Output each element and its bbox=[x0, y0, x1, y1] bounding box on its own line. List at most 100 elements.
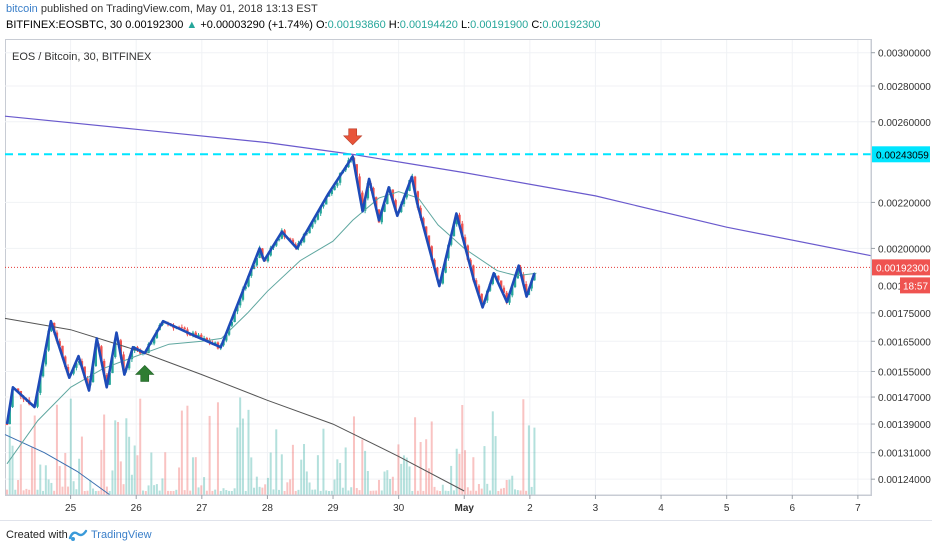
volume-bar bbox=[200, 485, 203, 495]
buy-arrow-icon bbox=[135, 365, 155, 382]
volume-bar bbox=[47, 479, 50, 495]
volume-bar bbox=[197, 487, 200, 495]
volume-bar bbox=[39, 464, 42, 495]
candle-body bbox=[39, 376, 42, 393]
volume-bar bbox=[416, 490, 419, 495]
candle-body bbox=[119, 340, 122, 355]
candle-body bbox=[130, 350, 134, 360]
volume-bar bbox=[522, 399, 525, 495]
candle-body bbox=[513, 278, 517, 288]
volume-bar bbox=[366, 470, 369, 495]
time-tick-label: 28 bbox=[262, 503, 274, 514]
volume-bar bbox=[455, 448, 458, 495]
volume-bar bbox=[72, 481, 75, 495]
up-arrow-icon: ▲ bbox=[186, 19, 198, 31]
candle-body bbox=[316, 213, 320, 220]
candle-body bbox=[424, 226, 428, 236]
candle-body bbox=[480, 293, 483, 305]
volume-bar bbox=[58, 466, 61, 495]
volume-bar bbox=[119, 461, 122, 495]
volume-bar bbox=[433, 486, 436, 495]
candle-body bbox=[94, 343, 98, 367]
author-link[interactable]: bitcoin bbox=[6, 3, 38, 15]
time-tick-label: 29 bbox=[327, 503, 339, 514]
volume-bar bbox=[272, 489, 275, 495]
volume-bar bbox=[11, 445, 14, 495]
volume-bar bbox=[283, 490, 286, 495]
volume-bar bbox=[222, 488, 225, 495]
candle-body bbox=[16, 388, 20, 392]
volume-bar bbox=[100, 449, 103, 495]
volume-bar bbox=[147, 485, 150, 495]
volume-bar bbox=[228, 490, 231, 495]
current-price-label: 0.00192300 bbox=[876, 263, 929, 274]
price-chart[interactable]: EOS / Bitcoin, 30, BITFINEX 25 26 27 28 29 30… bbox=[0, 0, 932, 520]
candle-body bbox=[11, 388, 14, 408]
volume-bar bbox=[344, 447, 347, 495]
volume-bar bbox=[269, 452, 272, 495]
open-label: O: bbox=[315, 19, 328, 31]
volume-bar bbox=[436, 490, 439, 495]
volume-bar bbox=[358, 490, 361, 495]
volume-bar bbox=[103, 414, 106, 495]
volume-bar bbox=[186, 405, 189, 495]
volume-bar bbox=[33, 415, 36, 495]
price-tick-label: 0.00131000 bbox=[878, 449, 931, 460]
volume-bar bbox=[255, 476, 258, 495]
volume-bar bbox=[475, 490, 478, 495]
volume-bar bbox=[17, 480, 20, 495]
volume-bar bbox=[494, 436, 497, 495]
volume-bar bbox=[250, 457, 253, 495]
volume-bar bbox=[275, 429, 278, 495]
sell-arrow-icon bbox=[342, 128, 363, 146]
volume-bar bbox=[161, 478, 164, 495]
volume-bar bbox=[291, 444, 294, 495]
volume-bar bbox=[180, 410, 183, 495]
volume-bar bbox=[203, 477, 206, 495]
close-label: C: bbox=[531, 19, 543, 31]
volume-bar bbox=[361, 439, 364, 495]
publish-info: published on TradingView.com, May 01, 20… bbox=[40, 3, 318, 15]
volume-bar bbox=[386, 470, 389, 495]
volume-bar bbox=[25, 488, 28, 495]
volume-bar bbox=[391, 476, 394, 495]
volume-bar bbox=[347, 490, 350, 495]
volume-bar bbox=[477, 484, 480, 495]
volume-bar bbox=[89, 479, 92, 495]
high-label: H: bbox=[388, 19, 400, 31]
volume-bar bbox=[505, 479, 508, 495]
volume-bar bbox=[497, 490, 500, 495]
tradingview-brand-link[interactable]: TradingView bbox=[91, 529, 152, 541]
low-value: 0.00191900 bbox=[470, 19, 529, 31]
volume-bar bbox=[164, 452, 167, 495]
candle-body bbox=[386, 193, 389, 205]
volume-bar bbox=[397, 444, 400, 495]
candle-body bbox=[114, 340, 117, 358]
candle-body bbox=[47, 330, 50, 351]
candle-body bbox=[416, 191, 420, 208]
volume-bar bbox=[169, 490, 172, 495]
candle-body bbox=[75, 363, 78, 368]
volume-bar bbox=[444, 490, 447, 495]
volume-bar bbox=[278, 489, 281, 495]
candle-body bbox=[233, 311, 236, 323]
candle-body bbox=[255, 257, 259, 266]
candle-body bbox=[391, 189, 395, 201]
countdown-label-bg bbox=[900, 277, 930, 294]
candle-body bbox=[452, 224, 456, 237]
time-tick-label: 2 bbox=[527, 503, 533, 514]
volume-bar bbox=[372, 490, 375, 495]
candle-body bbox=[58, 341, 61, 346]
volume-bar bbox=[483, 446, 486, 495]
volume-bar bbox=[300, 459, 303, 495]
volume-bar bbox=[450, 465, 453, 495]
candle-body bbox=[313, 219, 317, 223]
publish-line: bitcoin published on TradingView.com, Ma… bbox=[6, 3, 318, 15]
volume-bar bbox=[400, 463, 403, 495]
volume-bar bbox=[369, 490, 372, 495]
volume-bar bbox=[42, 490, 45, 495]
low-label: L: bbox=[460, 19, 471, 31]
volume-bar bbox=[350, 487, 353, 495]
chart-legend: EOS / Bitcoin, 30, BITFINEX bbox=[12, 51, 152, 63]
candle-body bbox=[461, 223, 464, 238]
